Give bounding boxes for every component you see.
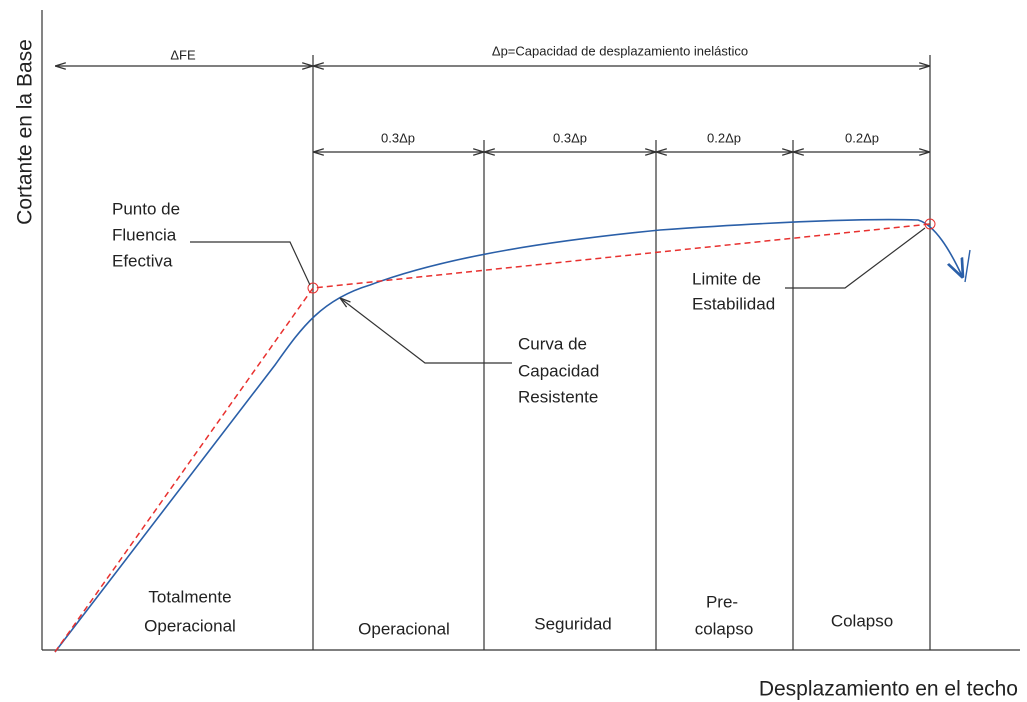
leader	[190, 241, 311, 286]
zone-label: Operacional	[144, 616, 236, 635]
zone-label: Colapso	[831, 611, 893, 630]
annotation: Fluencia	[112, 225, 177, 244]
dimension-label: 0.2Δp	[845, 130, 879, 145]
annotation: Capacidad	[518, 361, 599, 380]
annotations: Punto de Fluencia Efectiva Limite de Est…	[112, 199, 775, 406]
dimension-label: 0.3Δp	[381, 130, 415, 145]
zone-label: Totalmente	[148, 587, 231, 606]
dimension-label: Δp=Capacidad de desplazamiento inelástic…	[492, 43, 748, 58]
annotation: Punto de	[112, 199, 180, 218]
zones: Totalmente Operacional Operacional Segur…	[144, 587, 893, 638]
dimension-label: 0.2Δp	[707, 130, 741, 145]
yield-point	[307, 282, 319, 294]
annotation: Curva de	[518, 334, 587, 353]
capacity-curve	[54, 218, 963, 653]
y-axis-label: Cortante en la Base	[14, 39, 37, 225]
zone-label: colapso	[695, 619, 754, 638]
stability-point	[924, 218, 936, 230]
leader	[340, 298, 512, 364]
zone-label: Pre-	[706, 592, 738, 611]
x-axis-label: Desplazamiento en el techo	[759, 678, 1018, 701]
zone-label: Operacional	[358, 619, 450, 638]
curves	[54, 218, 971, 653]
leader	[785, 227, 926, 289]
dimension-label: 0.3Δp	[553, 130, 587, 145]
annotation: Efectiva	[112, 251, 173, 270]
dimension-label: ΔFE	[170, 47, 196, 62]
zone-label: Seguridad	[534, 614, 612, 633]
axes	[41, 10, 1020, 651]
dimension-lines: ΔFE Δp=Capacidad de desplazamiento inelá…	[55, 43, 930, 152]
annotation: Estabilidad	[692, 294, 775, 313]
annotation: Limite de	[692, 269, 761, 288]
curve-tail	[964, 249, 971, 283]
leaders	[190, 227, 926, 364]
annotation: Resistente	[518, 387, 598, 406]
